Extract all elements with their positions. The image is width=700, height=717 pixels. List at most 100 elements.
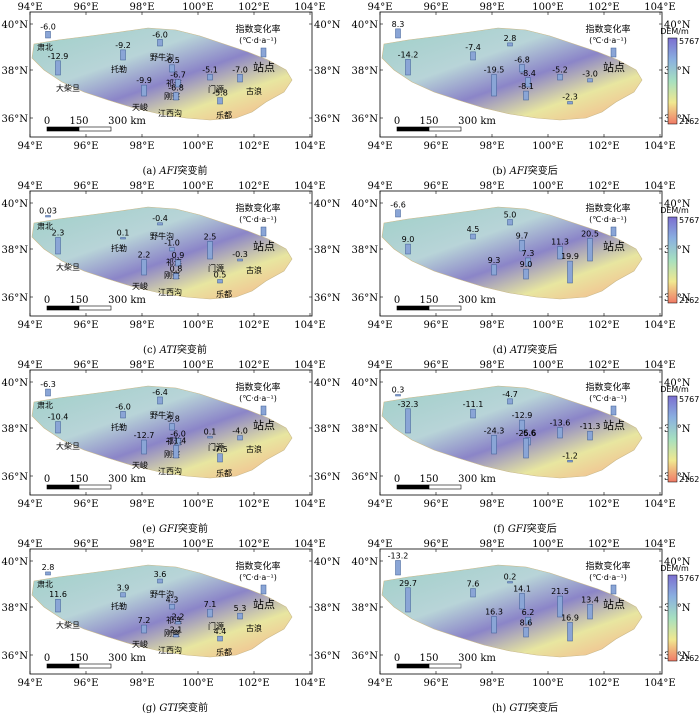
station-name: 托勒 [111,64,127,74]
lon-label-bottom: 98°E [129,320,154,331]
lon-label-bottom: 100°E [532,678,563,689]
station-value: -6.4 [152,388,168,397]
lon-label-top: 98°E [129,181,154,192]
lat-label-left: 40°N [2,557,29,568]
legend-bar-symbol [610,405,617,416]
station-value: 19.9 [561,252,579,261]
station-value: -11.4 [166,436,187,445]
station-name: 肃北 [37,221,53,231]
lon-label-bottom: 94°E [17,320,42,331]
lat-label-left: 40°N [2,199,29,210]
scale-bar-white [428,126,462,132]
lat-label-left: 36°N [2,293,29,304]
caption-index: ATI [510,345,528,356]
station-bar [405,59,411,76]
panel-caption: (b) AFI突变后 [350,162,700,177]
station-value: 2.8 [504,34,517,43]
station-bar [207,608,213,618]
legend-label: 站点 [603,597,625,611]
dem-max: 5767 [679,37,699,46]
station-value: 0.1 [204,428,217,437]
lat-label-left: 38°N [352,424,379,435]
lon-label-bottom: 102°E [588,678,619,689]
legend-bar-symbol [260,584,267,595]
dem-colorbar [667,574,678,662]
lon-label-bottom: 98°E [479,320,504,331]
lon-label-top: 94°E [367,539,392,550]
station-value: -11.3 [580,422,601,431]
map-svg: 94°E 94°E 96°E 96°E 98°E 98°E 100°E 100°E 102°E 1… [2,2,341,152]
lon-label-bottom: 96°E [423,678,448,689]
legend-bar-symbol [260,47,267,58]
station-name: 刚察 [164,449,180,459]
lon-label-bottom: 100°E [182,678,213,689]
station-value: -5.8 [212,89,228,98]
station-bar [157,578,163,584]
station-bar [207,241,213,260]
lon-label-bottom: 102°E [238,141,269,152]
station-value: 0.2 [504,573,517,582]
lon-label-top: 100°E [532,2,563,13]
station-bar [405,587,411,613]
station-value: -14.2 [398,50,419,59]
lat-label-right: 36°N [314,472,341,483]
station-bar [519,64,525,73]
scale-tick: 300 km [458,474,496,485]
station-value: -2.3 [562,92,578,101]
legend-bar-symbol [260,226,267,237]
station-bar [525,616,531,625]
map-svg: 94°E 94°E 96°E 96°E 98°E 98°E 100°E 100°E 102°E 1… [352,360,700,510]
lon-label-top: 100°E [182,539,213,550]
lat-label-right: 40°N [664,557,691,568]
lat-label-left: 40°N [352,199,379,210]
lon-label-bottom: 96°E [73,499,98,510]
scale-tick: 0 [44,474,50,485]
station-bar [169,604,175,610]
station-name: 刚察 [164,270,180,280]
scale-tick: 150 [419,653,438,664]
station-bar [470,51,476,61]
station-name: 大柴旦 [56,262,80,272]
lon-label-bottom: 98°E [479,141,504,152]
station-value: -13.2 [388,551,409,560]
dem-max: 5767 [679,216,699,225]
caption-prefix: (g) [142,703,160,714]
lon-label-bottom: 104°E [644,141,675,152]
station-name: 祁连 [166,615,182,625]
lon-label-top: 104°E [294,539,325,550]
lon-label-top: 98°E [479,539,504,550]
lat-label-left: 38°N [2,424,29,435]
station-value: -6.0 [115,402,131,411]
lat-label-right: 40°N [664,199,691,210]
lon-label-bottom: 104°E [294,141,325,152]
scale-tick: 0 [394,295,400,306]
station-value: 3.6 [154,570,167,579]
scale-tick: 150 [419,116,438,127]
scale-bar-white [428,305,462,311]
lon-label-bottom: 96°E [73,141,98,152]
caption-suffix: 突变后 [526,524,557,535]
scale-tick: 300 km [108,474,146,485]
lon-label-bottom: 100°E [532,320,563,331]
lat-label-left: 40°N [352,557,379,568]
station-bar [507,219,513,226]
lon-label-top: 104°E [644,2,675,13]
station-name: 古浪 [246,265,262,275]
station-name: 大柴旦 [56,620,80,630]
lat-label-left: 38°N [2,66,29,77]
lat-label-left: 40°N [2,20,29,31]
station-bar [45,388,51,397]
station-name: 肃北 [37,579,53,589]
station-value: -0.3 [232,250,248,259]
lat-label-right: 36°N [664,293,691,304]
dem-max: 5767 [679,574,699,583]
lon-label-bottom: 98°E [129,499,154,510]
lat-label-left: 36°N [352,651,379,662]
dem-label: DEM/m [660,385,689,394]
station-value: 7.1 [204,600,217,609]
station-name: 祁连 [166,257,182,267]
lon-label-bottom: 98°E [129,678,154,689]
station-bar [567,260,573,284]
station-value: 16.3 [485,608,503,617]
lon-label-top: 98°E [479,360,504,371]
